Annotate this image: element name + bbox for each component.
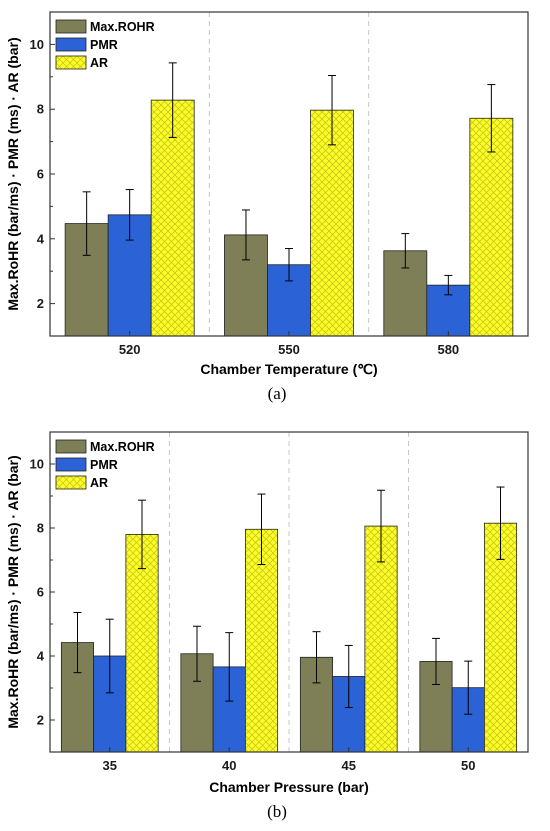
y-tick-label: 8 bbox=[37, 521, 44, 536]
legend-swatch-maxrohr bbox=[55, 19, 87, 34]
y-axis-label: Max.RoHR (bar/ms) · PMR (ms) · AR (bar) bbox=[5, 37, 21, 310]
y-tick-label: 6 bbox=[37, 167, 44, 182]
x-axis-label: Chamber Temperature (℃) bbox=[200, 361, 377, 377]
x-axis-label: Chamber Pressure (bar) bbox=[209, 779, 369, 795]
y-tick-label: 6 bbox=[37, 585, 44, 600]
bar-ar-40 bbox=[244, 528, 279, 753]
bar-ar-50 bbox=[483, 522, 518, 753]
x-tick-label: 35 bbox=[103, 758, 117, 773]
x-tick-label: 50 bbox=[461, 758, 475, 773]
y-tick-label: 10 bbox=[30, 457, 44, 472]
bar-ar-550 bbox=[310, 109, 354, 337]
y-tick-label: 4 bbox=[37, 649, 45, 664]
legend-swatch-pmr bbox=[55, 457, 87, 472]
x-tick-label: 40 bbox=[222, 758, 236, 773]
legend-label: Max.ROHR bbox=[90, 20, 155, 34]
bar-ar-45 bbox=[364, 525, 398, 753]
x-tick-label: 580 bbox=[437, 342, 459, 357]
panel-tag: (b) bbox=[267, 802, 287, 821]
y-axis-label: Max.RoHR (bar/ms) · PMR (ms) · AR (bar) bbox=[5, 455, 21, 728]
bar-ar-35 bbox=[125, 534, 159, 753]
legend-label: PMR bbox=[90, 458, 118, 472]
legend-label: AR bbox=[90, 56, 108, 70]
legend-label: AR bbox=[90, 476, 108, 490]
x-tick-label: 550 bbox=[278, 342, 300, 357]
legend-label: Max.ROHR bbox=[90, 440, 155, 454]
x-tick-label: 45 bbox=[342, 758, 356, 773]
bar-ar-520 bbox=[150, 99, 195, 337]
chart-panel-b: 2 4 6 8 10 35 40 45 50 Chamber Pressure (bar) Max.… bbox=[5, 431, 529, 821]
legend-label: PMR bbox=[90, 38, 118, 52]
legend-swatch-ar bbox=[55, 55, 87, 70]
legend-swatch-pmr bbox=[55, 37, 87, 52]
legend-swatch-maxrohr bbox=[55, 439, 87, 454]
legend-swatch-ar bbox=[55, 475, 87, 490]
y-tick-label: 4 bbox=[37, 231, 45, 246]
y-tick-label: 10 bbox=[30, 37, 44, 52]
x-tick-label: 520 bbox=[119, 342, 141, 357]
bar-ar-580 bbox=[469, 117, 514, 337]
legend: Max.ROHR PMR AR bbox=[55, 19, 155, 70]
panel-tag: (a) bbox=[268, 384, 287, 403]
legend: Max.ROHR PMR AR bbox=[55, 439, 155, 490]
y-tick-label: 2 bbox=[37, 713, 44, 728]
chart-panel-a: 2 4 6 8 10 520 550 580 Chamber Temperature (℃) Ma… bbox=[5, 11, 529, 403]
y-tick-label: 2 bbox=[37, 296, 44, 311]
y-tick-label: 8 bbox=[37, 102, 44, 117]
